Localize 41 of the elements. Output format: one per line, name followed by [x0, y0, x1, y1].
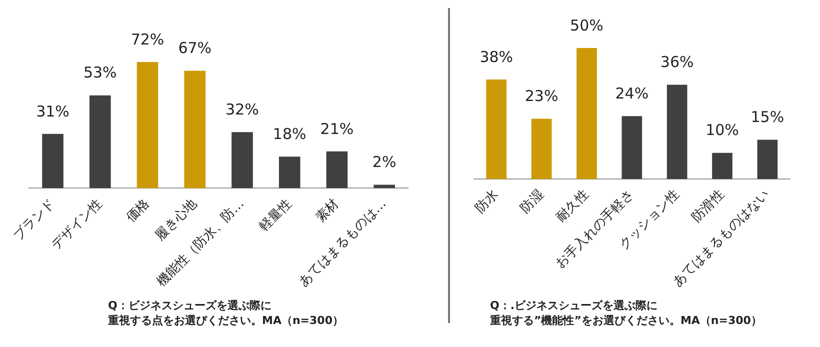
- data-label: 72%: [130, 30, 164, 48]
- bar: [576, 48, 597, 180]
- x-tick-label: 価格: [124, 196, 153, 226]
- x-tick-label: 耐久性: [554, 187, 592, 226]
- bar: [232, 132, 253, 188]
- text: Q：ビジネスシューズを選ぶ際に: [108, 298, 272, 313]
- data-label: 23%: [524, 87, 558, 106]
- bar: [666, 84, 688, 180]
- data-label: 15%: [750, 108, 784, 126]
- bar: [374, 184, 395, 188]
- bar: [326, 151, 348, 188]
- data-label: 32%: [226, 100, 259, 119]
- data-label: 2%: [372, 153, 396, 172]
- bar: [136, 62, 158, 188]
- data-label: 67%: [178, 39, 212, 58]
- bar: [486, 79, 507, 180]
- bar: [184, 70, 206, 188]
- data-label: 53%: [83, 64, 117, 82]
- data-label: 50%: [570, 16, 604, 34]
- data-label: 10%: [706, 121, 739, 140]
- bar: [89, 95, 111, 188]
- bar: [42, 134, 64, 188]
- bar: [757, 140, 778, 180]
- data-label: 38%: [480, 48, 514, 66]
- bar: [712, 152, 732, 180]
- bar: [531, 118, 552, 180]
- bar: [278, 156, 300, 188]
- data-label: 31%: [36, 102, 70, 120]
- x-tick-label: 防水: [472, 187, 502, 216]
- text: 重視する点をお選びください。MA（n=300）: [108, 313, 344, 328]
- text: Q：.ビジネスシューズを選ぶ際に: [490, 298, 659, 313]
- x-tick-label: 防湿: [518, 187, 547, 216]
- data-label: 24%: [615, 84, 649, 103]
- x-tick-label: 軽量性: [256, 196, 295, 235]
- x-tick-label: 素材: [313, 196, 342, 226]
- data-label: 18%: [272, 125, 306, 144]
- x-tick-label: 防滑性: [689, 187, 728, 226]
- text: 重視する”機能性”をお選びください。MA（n=300）: [490, 313, 763, 328]
- data-label: 36%: [660, 53, 694, 72]
- data-label: 21%: [320, 120, 354, 138]
- bar: [622, 116, 642, 180]
